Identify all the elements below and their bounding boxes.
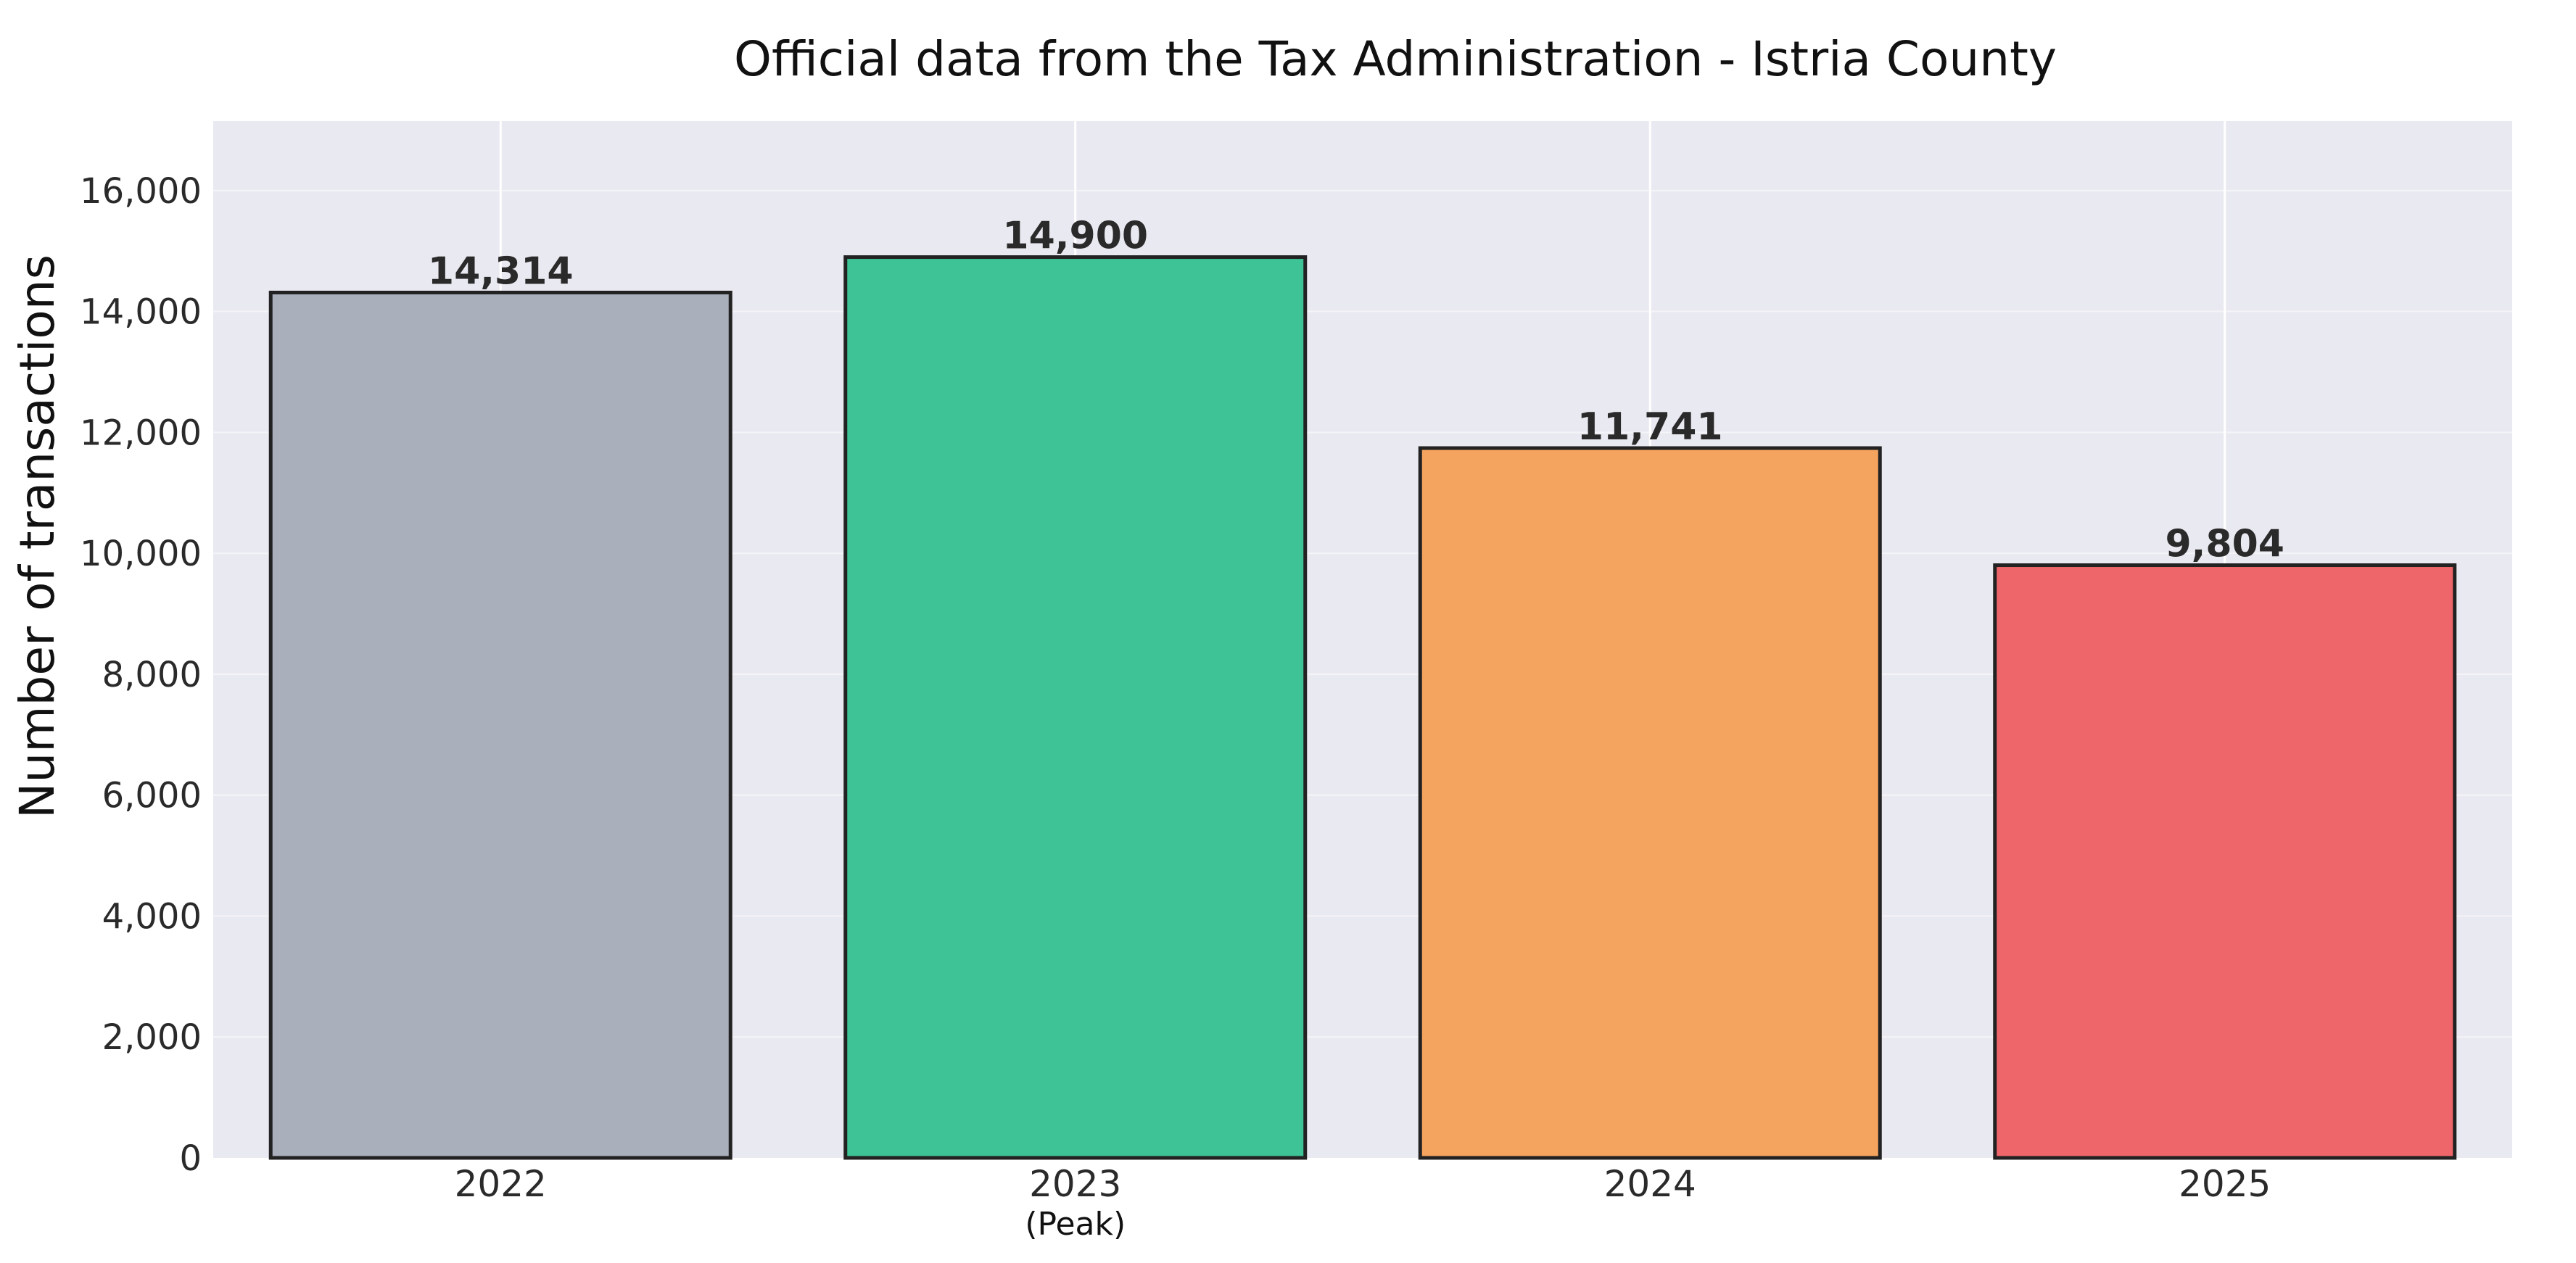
data-label-2023: 14,900 [1002, 215, 1148, 258]
data-label-2022: 14,314 [428, 249, 574, 293]
x-tick-label: 2025 [2179, 1163, 2271, 1205]
bar-2022 [268, 290, 732, 1160]
x-tick-sublabel: (Peak) [1025, 1206, 1126, 1243]
data-labels: 14,314 14,900 11,741 9,804 [428, 215, 2284, 566]
data-label-2024: 11,741 [1577, 405, 1723, 449]
x-axis-ticks: 2022 2023(Peak) 2024 2025 [455, 1163, 2271, 1243]
bar-2025 [1993, 563, 2457, 1160]
x-tick-label: 2023 [1029, 1163, 1121, 1205]
y-axis-label: Number of transactions [9, 254, 65, 819]
y-tick-label: 16,000 [80, 171, 202, 212]
y-tick-label: 6,000 [102, 776, 202, 816]
x-tick-label: 2024 [1604, 1163, 1696, 1205]
y-axis-ticks: 0 2,000 4,000 6,000 8,000 10,000 12,000 14,000 1… [80, 171, 202, 1179]
x-tick-label: 2022 [455, 1163, 547, 1205]
bar-2024 [1418, 446, 1882, 1160]
y-tick-label: 14,000 [80, 292, 202, 333]
y-tick-label: 10,000 [80, 534, 202, 574]
y-tick-label: 8,000 [102, 655, 202, 695]
chart-title: Official data from the Tax Administratio… [734, 31, 2057, 87]
data-label-2025: 9,804 [2166, 523, 2284, 566]
y-tick-label: 4,000 [102, 896, 202, 937]
y-tick-label: 12,000 [80, 413, 202, 453]
bar-2023 [843, 255, 1308, 1160]
y-tick-label: 0 [179, 1138, 202, 1179]
y-tick-label: 2,000 [102, 1017, 202, 1058]
bars [268, 255, 2457, 1160]
